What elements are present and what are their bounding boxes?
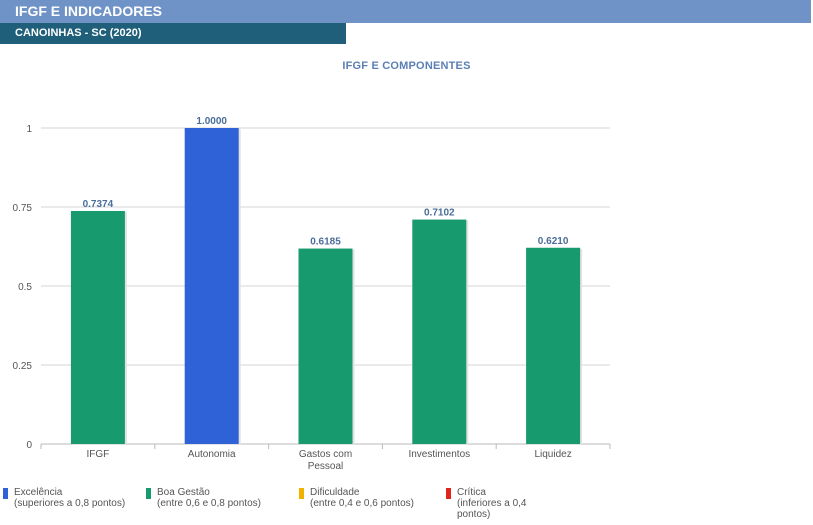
x-tick-label: IFGF [87,449,110,460]
legend-label: Excelência (superiores a 0,8 pontos) [14,487,126,509]
data-label: 0.6185 [310,237,341,248]
legend-label: Crítica (inferiores a 0,4 pontos) [457,487,527,520]
bar [298,248,353,444]
x-tick-label: Liquidez [534,449,571,460]
legend-swatch [446,488,451,499]
legend-label: Dificuldade (entre 0,4 e 0,6 pontos) [310,487,414,509]
legend-swatch [146,488,151,499]
bar [526,247,581,444]
section-header: IFGF E INDICADORES [0,0,811,23]
legend-swatch [3,488,8,499]
y-tick-label: 0.5 [18,282,32,293]
legend-swatch [299,488,304,499]
bar-chart: 0 0.25 0.5 0.75 1 0.7374 IFGF 1.0000 Autonomia 0.… [13,116,611,472]
municipality-subheader: CANOINHAS - SC (2020) [0,23,346,44]
y-tick-label: 0 [26,440,32,451]
data-label: 0.6210 [538,236,569,247]
bar [412,219,467,444]
legend-label: Boa Gestão (entre 0,6 e 0,8 pontos) [157,487,261,509]
x-tick-label: Gastos com Pessoal [299,449,352,472]
legend: Excelência (superiores a 0,8 pontos) Boa G… [0,487,813,525]
y-tick-label: 0.25 [13,361,33,372]
x-tick-label: Investimentos [408,449,470,460]
y-tick-label: 0.75 [13,203,33,214]
bar [70,210,125,444]
data-label: 0.7102 [424,208,455,219]
data-label: 0.7374 [83,199,114,210]
y-tick-label: 1 [26,124,32,135]
chart-title: IFGF E COMPONENTES [342,60,471,72]
data-label: 1.0000 [196,116,227,127]
x-tick-label: Autonomia [188,449,236,460]
bar [184,128,239,444]
